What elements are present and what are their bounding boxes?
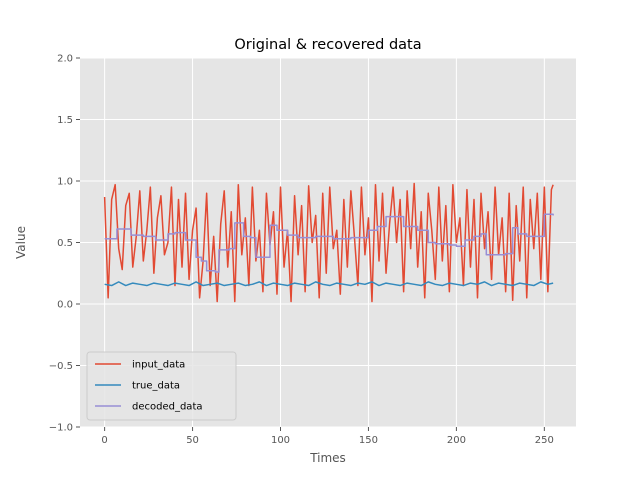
y-tick-label: 1.5: [57, 115, 73, 126]
y-tick-label: −0.5: [49, 361, 73, 372]
legend: input_data true_data decoded_data: [86, 351, 237, 421]
x-tick-label: 250: [535, 435, 554, 446]
ticks: 0 50 100 150 200 250 −1.0 −0.5 0.0 0.5 1.0 1.5 2.0: [49, 54, 554, 447]
y-tick-label: 0.0: [57, 300, 73, 311]
series-line-input-data: [103, 182, 554, 303]
legend-label: decoded_data: [132, 402, 203, 413]
series-line-decoded-data: [104, 213, 554, 273]
y-axis-label: Value: [14, 226, 28, 259]
x-tick-label: 150: [359, 435, 378, 446]
legend-label: true_data: [132, 381, 180, 392]
x-tick-label: 100: [271, 435, 290, 446]
y-tick-label: 2.0: [57, 54, 73, 65]
legend-box: [86, 351, 237, 421]
x-tick-label: 50: [186, 435, 199, 446]
chart-title: Original & recovered data: [234, 37, 421, 53]
legend-label: input_data: [132, 360, 185, 371]
x-tick-label: 200: [447, 435, 466, 446]
x-axis-label: Times: [309, 451, 346, 465]
series-layer: [103, 182, 554, 303]
y-tick-label: −1.0: [49, 423, 73, 434]
grid: [80, 57, 576, 428]
y-tick-label: 1.0: [57, 177, 73, 188]
y-tick-label: 0.5: [57, 238, 73, 249]
x-tick-label: 0: [101, 435, 107, 446]
series-line-true-data: [104, 281, 554, 287]
